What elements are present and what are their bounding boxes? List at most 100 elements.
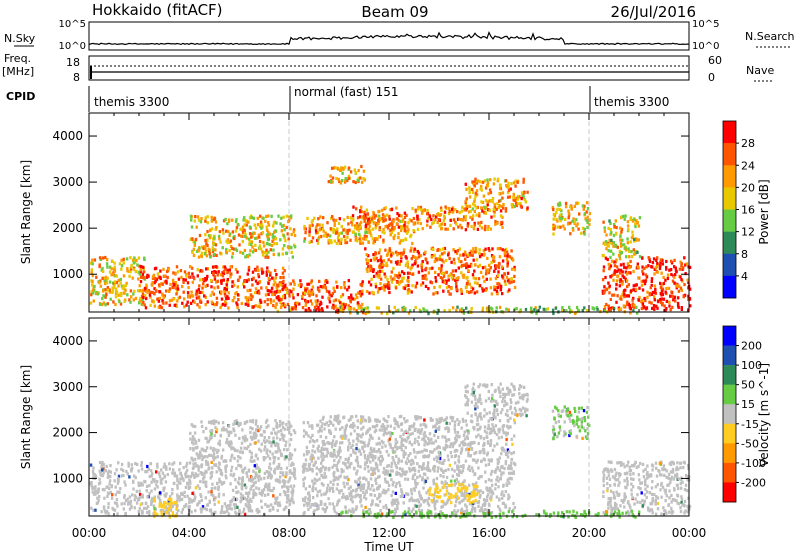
scatter-cell <box>360 305 363 309</box>
scatter-cell <box>478 223 482 228</box>
scatter-cell <box>392 450 395 454</box>
scatter-cell <box>176 496 179 500</box>
scatter-cell <box>559 203 562 207</box>
scatter-cell <box>213 277 217 281</box>
scatter-cell <box>265 470 268 474</box>
scatter-cell <box>93 473 97 477</box>
scatter-cell <box>203 506 207 510</box>
scatter-cell <box>632 296 635 300</box>
scatter-cell <box>555 217 558 221</box>
scatter-cell <box>289 456 293 460</box>
scatter-cell <box>361 241 365 245</box>
scatter-cell <box>607 281 610 285</box>
scatter-cell <box>443 246 447 251</box>
scatter-cell <box>342 228 345 232</box>
scatter-cell <box>104 295 107 299</box>
scatter-cell <box>97 498 100 502</box>
scatter-cell <box>384 225 387 229</box>
scatter-cell <box>452 227 455 231</box>
scatter-cell <box>309 309 312 313</box>
scatter-cell <box>513 268 517 272</box>
scatter-cell <box>473 209 476 214</box>
scatter-cell <box>465 290 469 294</box>
scatter-cell <box>409 432 412 436</box>
scatter-cell <box>289 227 292 231</box>
scatter-cell <box>282 275 285 279</box>
scatter-cell <box>93 258 97 262</box>
scatter-cell <box>225 283 228 287</box>
scatter-cell <box>290 246 293 250</box>
scatter-cell <box>264 456 267 460</box>
scatter-cell <box>171 471 174 475</box>
scatter-cell <box>607 243 610 247</box>
scatter-cell <box>443 251 446 255</box>
scatter-cell <box>325 289 329 293</box>
scatter-cell <box>248 232 252 236</box>
scatter-cell <box>571 219 574 223</box>
scatter-cell <box>628 303 632 308</box>
scatter-cell <box>388 437 391 441</box>
scatter-cell <box>248 477 251 482</box>
scatter-cell <box>262 244 266 248</box>
scatter-cell <box>245 485 248 490</box>
scatter-cell <box>372 449 375 453</box>
scatter-cell <box>214 270 218 274</box>
scatter-cell <box>286 496 289 500</box>
scatter-cell <box>471 217 474 221</box>
scatter-cell <box>655 264 659 269</box>
scatter-cell <box>526 208 529 212</box>
scatter-cell <box>569 205 572 209</box>
scatter-cell <box>178 295 182 299</box>
scatter-cell <box>319 300 322 304</box>
scatter-cell <box>376 259 380 263</box>
scatter-cell <box>331 486 334 490</box>
scatter-cell <box>202 455 205 459</box>
scatter-cell <box>239 250 242 254</box>
scatter-cell <box>613 270 616 274</box>
scatter-cell <box>309 299 313 303</box>
scatter-cell <box>245 504 249 508</box>
scatter-cell <box>241 228 244 232</box>
scatter-cell <box>505 275 509 279</box>
scatter-cell <box>241 251 245 255</box>
scatter-cell <box>447 458 450 462</box>
scatter-cell <box>344 241 347 245</box>
scatter-cell <box>254 279 258 283</box>
scatter-cell <box>227 306 230 310</box>
scatter-cell <box>326 221 329 225</box>
scatter-cell <box>447 253 450 257</box>
scatter-cell <box>216 279 219 283</box>
scatter-cell <box>153 506 156 511</box>
scatter-cell <box>659 258 663 262</box>
scatter-cell <box>620 244 623 248</box>
scatter-cell <box>212 248 215 252</box>
scatter-cell <box>251 427 254 431</box>
scatter-cell <box>213 421 216 426</box>
scatter-cell <box>357 176 360 180</box>
scatter-cell <box>250 215 254 220</box>
scatter-cell <box>374 477 378 481</box>
scatter-cell <box>156 465 159 469</box>
scatter-cell <box>433 218 436 222</box>
scatter-cell <box>588 212 592 216</box>
scatter-cell <box>199 507 202 511</box>
scatter-cell <box>257 487 261 491</box>
scatter-cell <box>445 416 448 420</box>
scatter-cell <box>133 289 136 293</box>
scatter-cell <box>418 218 421 222</box>
scatter-cell <box>229 440 233 444</box>
scatter-cell <box>349 432 353 436</box>
scatter-cell <box>629 240 632 244</box>
scatter-cell <box>443 214 446 218</box>
scatter-cell <box>241 225 245 229</box>
scatter-cell <box>371 237 374 241</box>
scatter-cell <box>267 230 270 235</box>
scatter-cell <box>360 205 363 209</box>
scatter-cell <box>338 231 341 236</box>
scatter-cell <box>192 247 196 251</box>
scatter-cell <box>336 308 339 313</box>
scatter-cell <box>472 276 475 280</box>
scatter-cell <box>468 442 471 446</box>
scatter-cell <box>430 255 433 259</box>
scatter-cell <box>194 439 197 443</box>
